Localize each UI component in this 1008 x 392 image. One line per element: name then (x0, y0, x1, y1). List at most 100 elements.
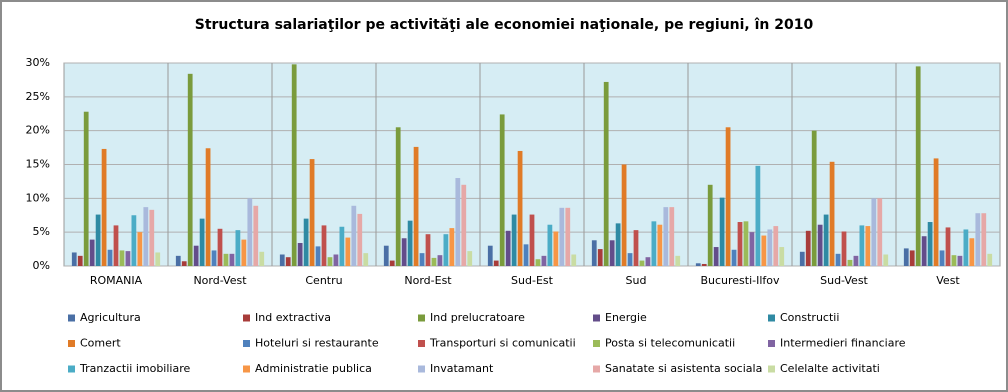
bar (247, 198, 253, 266)
bar (773, 226, 779, 266)
y-tick-label: 5% (33, 225, 50, 238)
bar (101, 148, 107, 266)
bar (253, 205, 259, 266)
bar (487, 245, 493, 266)
bar (811, 130, 817, 266)
x-tick-label: Sud-Est (511, 274, 554, 287)
bar (571, 254, 577, 266)
bar (529, 214, 535, 266)
bar (603, 81, 609, 267)
x-tick-label: Nord-Vest (193, 274, 247, 287)
legend-swatch (68, 314, 75, 322)
bar (297, 242, 303, 266)
bar (841, 231, 847, 266)
bar (829, 161, 835, 266)
bar (927, 222, 933, 266)
legend-label: Ind prelucratoare (430, 311, 525, 324)
bar (223, 253, 229, 266)
x-tick-label: Bucuresti-Ilfov (700, 274, 780, 287)
legend-label: Celelalte activitati (780, 362, 880, 375)
bar (633, 230, 639, 266)
legend-swatch (768, 340, 775, 347)
x-tick-label: Vest (936, 274, 960, 287)
bar (981, 213, 987, 266)
legend-swatch (243, 314, 250, 322)
bar (639, 260, 645, 266)
bar (799, 251, 805, 266)
bar (669, 207, 675, 266)
legend-label: Constructii (780, 311, 839, 324)
bar (835, 253, 841, 266)
y-tick-label: 0% (33, 259, 50, 272)
bar (309, 159, 315, 266)
bar (119, 250, 125, 266)
bar (859, 225, 865, 266)
bar (437, 255, 443, 266)
bar (975, 213, 981, 266)
bar (695, 263, 701, 266)
bar (461, 184, 467, 266)
legend-label: Posta si telecomunicatii (605, 337, 735, 350)
legend-label: Invatamant (430, 362, 494, 375)
bar (713, 247, 719, 266)
bar (431, 257, 437, 266)
bar (467, 251, 473, 266)
bar (627, 253, 633, 266)
bar (217, 228, 223, 266)
bar (779, 247, 785, 266)
legend-label: Agricultura (80, 311, 141, 324)
bar (425, 234, 431, 266)
legend-label: Hoteluri si restaurante (255, 337, 379, 350)
bar (149, 209, 155, 266)
bar (663, 207, 669, 266)
bar (285, 257, 291, 266)
bar (511, 214, 517, 266)
bar (853, 255, 859, 266)
bar (719, 197, 725, 266)
bar (413, 146, 419, 266)
bar (499, 114, 505, 266)
bar (609, 240, 615, 266)
bar (351, 205, 357, 266)
legend-swatch (243, 340, 250, 347)
legend-swatch (243, 365, 250, 373)
bar (89, 239, 95, 266)
bar (939, 250, 945, 266)
bar (591, 240, 597, 266)
bar (389, 260, 395, 266)
bar (761, 235, 767, 266)
legend-label: Energie (605, 311, 647, 324)
legend-label: Intermedieri financiare (780, 337, 906, 350)
bar (969, 238, 975, 266)
legend-swatch (68, 365, 75, 373)
bar (547, 224, 553, 266)
bar (805, 230, 811, 266)
y-tick-label: 25% (26, 90, 50, 103)
bar (701, 263, 707, 266)
bar (963, 229, 969, 266)
legend-swatch (593, 314, 600, 322)
bar (737, 222, 743, 266)
bar (541, 255, 547, 266)
bar (933, 158, 939, 266)
bar (755, 165, 761, 266)
chart-title: Structura salariaţilor pe activităţi ale… (195, 17, 814, 33)
legend-label: Tranzactii imobiliare (79, 362, 190, 375)
bar (401, 238, 407, 266)
x-tick-label: Sud (626, 274, 647, 287)
x-tick-label: ROMANIA (90, 274, 143, 287)
bar (303, 218, 309, 266)
bar (175, 255, 181, 266)
legend-swatch (68, 340, 75, 347)
legend-swatch (593, 365, 600, 373)
bar (621, 164, 627, 266)
bar (903, 248, 909, 266)
y-tick-label: 30% (26, 56, 50, 69)
bar (707, 184, 713, 266)
bar (235, 230, 241, 266)
bar (921, 236, 927, 266)
bar (77, 255, 83, 266)
bar (909, 250, 915, 266)
legend-swatch (768, 314, 775, 322)
